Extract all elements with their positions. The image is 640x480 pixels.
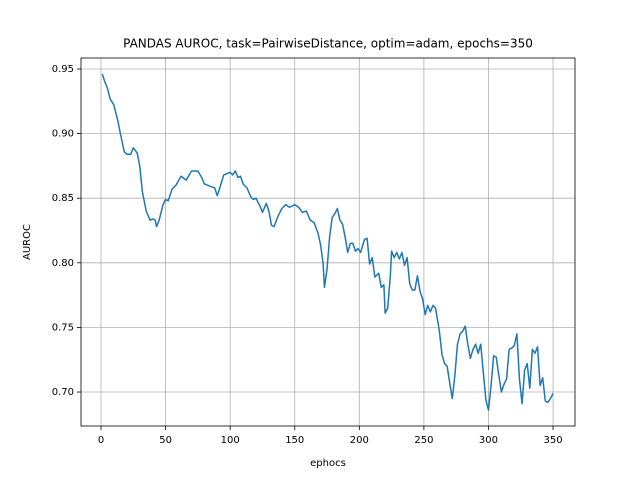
x-tick-label: 0 <box>98 435 104 446</box>
x-tick-label: 100 <box>221 435 240 446</box>
x-axis-label: ephocs <box>310 458 346 469</box>
x-tick-label: 300 <box>479 435 498 446</box>
y-tick-label: 0.85 <box>52 193 74 204</box>
y-axis-label: AUROC <box>22 224 33 260</box>
x-tick-label: 50 <box>159 435 172 446</box>
data-line <box>101 73 554 411</box>
y-tick-label: 0.80 <box>52 258 74 269</box>
y-tick-label: 0.75 <box>52 322 74 333</box>
y-tick-label: 0.90 <box>52 129 74 140</box>
x-tick-label: 200 <box>350 435 369 446</box>
plot-frame <box>80 57 576 427</box>
chart-title: PANDAS AUROC, task=PairwiseDistance, opt… <box>123 37 533 51</box>
y-tick-label: 0.95 <box>52 64 74 75</box>
x-tick-label: 250 <box>414 435 433 446</box>
y-tick-label: 0.70 <box>52 387 74 398</box>
x-tick-label: 350 <box>543 435 562 446</box>
x-tick-label: 150 <box>285 435 304 446</box>
